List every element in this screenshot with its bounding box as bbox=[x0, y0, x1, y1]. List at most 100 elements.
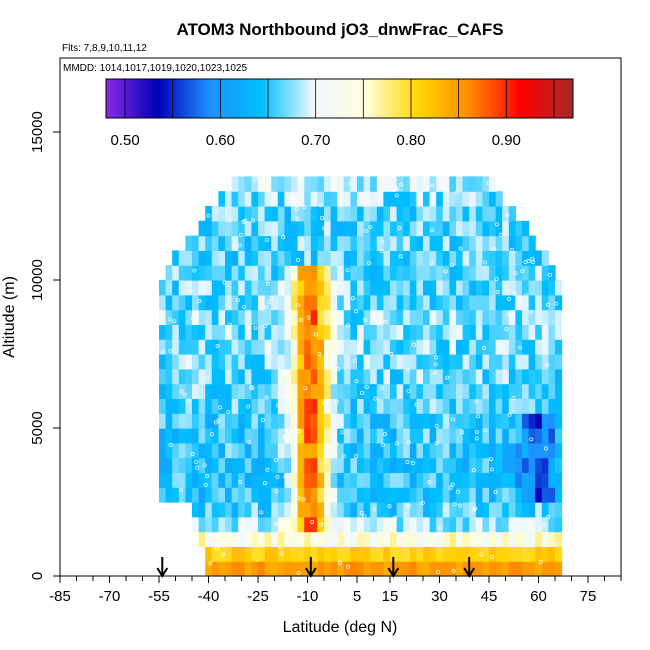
heatmap-cell bbox=[198, 265, 206, 281]
heatmap-cell bbox=[211, 354, 219, 370]
measurement-dot bbox=[296, 429, 301, 434]
colorbar-segment bbox=[569, 79, 574, 118]
heatmap-cell bbox=[416, 206, 424, 222]
heatmap-cell bbox=[403, 220, 411, 237]
heatmap-cell bbox=[317, 220, 325, 237]
heatmap-cell bbox=[231, 457, 239, 473]
measurement-dot bbox=[334, 399, 339, 404]
heatmap-cell bbox=[251, 235, 259, 251]
measurement-dot bbox=[380, 442, 385, 447]
heatmap-cell bbox=[423, 442, 431, 459]
heatmap-cell bbox=[541, 546, 549, 562]
heatmap-cell bbox=[343, 250, 351, 266]
heatmap-cell bbox=[244, 398, 252, 414]
heatmap-cell bbox=[238, 516, 246, 533]
heatmap-cell bbox=[205, 354, 213, 370]
heatmap-cell bbox=[198, 457, 206, 473]
heatmap-cell bbox=[258, 206, 266, 222]
heatmap-cell bbox=[515, 516, 523, 533]
heatmap-cell bbox=[192, 487, 200, 503]
heatmap-cell bbox=[409, 354, 417, 370]
heatmap-cell bbox=[535, 383, 543, 399]
heatmap-cell bbox=[291, 206, 299, 222]
colorbar-segment bbox=[253, 79, 259, 118]
heatmap-cell bbox=[475, 220, 483, 237]
heatmap-cell bbox=[416, 398, 424, 414]
heatmap-cell bbox=[436, 502, 444, 518]
heatmap-cell bbox=[436, 280, 444, 296]
heatmap-cell bbox=[251, 206, 259, 222]
heatmap-cell bbox=[205, 442, 213, 459]
heatmap-cell bbox=[277, 472, 285, 488]
heatmap-cell bbox=[555, 561, 563, 577]
heatmap-cell bbox=[178, 487, 186, 503]
heatmap-cell bbox=[528, 354, 536, 370]
heatmap-cell bbox=[324, 220, 332, 237]
heatmap-cell bbox=[462, 235, 470, 251]
heatmap-cell bbox=[475, 280, 483, 296]
heatmap-cell bbox=[225, 354, 233, 370]
colorbar-segment bbox=[464, 79, 469, 118]
heatmap-cell bbox=[251, 191, 259, 207]
measurement-dot bbox=[253, 177, 258, 182]
heatmap-cell bbox=[264, 487, 272, 503]
heatmap-cell bbox=[462, 383, 470, 399]
measurement-dot bbox=[450, 482, 455, 487]
heatmap-cell bbox=[304, 472, 312, 488]
heatmap-cell bbox=[495, 561, 503, 577]
heatmap-cell bbox=[423, 487, 431, 503]
heatmap-cell bbox=[462, 413, 470, 429]
heatmap-cell bbox=[390, 516, 398, 533]
measurement-dot bbox=[206, 213, 211, 218]
heatmap-cell bbox=[363, 354, 371, 370]
heatmap-cell bbox=[390, 457, 398, 473]
heatmap-cell bbox=[522, 413, 530, 429]
x-tick-label: -70 bbox=[99, 588, 121, 605]
heatmap-cell bbox=[502, 309, 510, 325]
colorbar-segment bbox=[425, 79, 430, 118]
heatmap-cell bbox=[416, 442, 424, 459]
heatmap-cell bbox=[482, 294, 490, 311]
heatmap-cell bbox=[271, 428, 279, 444]
measurement-dot bbox=[382, 432, 387, 437]
heatmap-cell bbox=[535, 516, 543, 533]
heatmap-cell bbox=[555, 354, 563, 370]
measurement-dot bbox=[432, 370, 437, 375]
heatmap-cell bbox=[495, 294, 503, 311]
heatmap-cell bbox=[370, 472, 378, 488]
colorbar-segment bbox=[541, 79, 547, 118]
heatmap-cell bbox=[198, 324, 206, 340]
heatmap-cell bbox=[258, 428, 266, 444]
heatmap-cell bbox=[343, 294, 351, 311]
heatmap-cell bbox=[231, 383, 239, 399]
heatmap-cell bbox=[489, 250, 497, 266]
measurement-dot bbox=[331, 322, 336, 327]
measurement-dot bbox=[281, 235, 286, 240]
heatmap-cell bbox=[409, 457, 417, 473]
heatmap-cell bbox=[462, 502, 470, 518]
heatmap-cell bbox=[205, 235, 213, 251]
heatmap-cell bbox=[178, 309, 186, 325]
heatmap-cell bbox=[423, 191, 431, 207]
heatmap-cell bbox=[416, 561, 424, 577]
measurement-dot bbox=[398, 254, 403, 259]
colorbar-segment bbox=[390, 79, 395, 118]
measurement-dot bbox=[434, 423, 439, 428]
heatmap-cell bbox=[350, 280, 358, 296]
measurement-dot bbox=[483, 428, 487, 433]
heatmap-cell bbox=[225, 324, 233, 340]
heatmap-cell bbox=[185, 442, 193, 459]
heatmap-cell bbox=[541, 398, 549, 414]
measurement-dot bbox=[345, 564, 350, 569]
measurement-dot bbox=[192, 268, 197, 273]
heatmap-cell bbox=[238, 206, 246, 222]
heatmap-cell bbox=[456, 206, 464, 222]
heatmap-cell bbox=[165, 383, 173, 399]
heatmap-cell bbox=[475, 368, 483, 385]
heatmap-cell bbox=[357, 191, 365, 207]
heatmap-cell bbox=[231, 294, 239, 311]
heatmap-cell bbox=[178, 280, 186, 296]
heatmap-cell bbox=[522, 561, 530, 577]
colorbar-segment bbox=[109, 79, 115, 118]
heatmap-cell bbox=[357, 235, 365, 251]
